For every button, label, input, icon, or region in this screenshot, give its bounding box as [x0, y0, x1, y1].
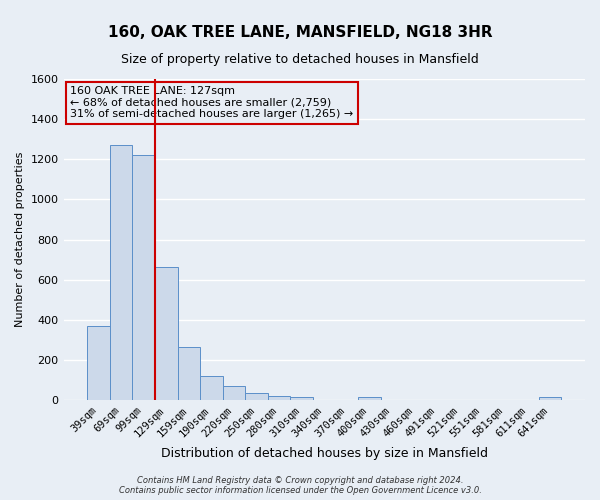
Bar	[268, 396, 290, 400]
Bar	[290, 397, 313, 400]
Bar	[223, 386, 245, 400]
Bar	[200, 376, 223, 400]
Bar	[539, 397, 561, 400]
Bar	[155, 266, 178, 400]
Text: 160, OAK TREE LANE, MANSFIELD, NG18 3HR: 160, OAK TREE LANE, MANSFIELD, NG18 3HR	[107, 25, 493, 40]
Text: Contains HM Land Registry data © Crown copyright and database right 2024.
Contai: Contains HM Land Registry data © Crown c…	[119, 476, 481, 495]
Bar	[133, 156, 155, 400]
Bar	[178, 347, 200, 400]
Text: 160 OAK TREE LANE: 127sqm
← 68% of detached houses are smaller (2,759)
31% of se: 160 OAK TREE LANE: 127sqm ← 68% of detac…	[70, 86, 354, 119]
Bar	[110, 146, 133, 400]
Y-axis label: Number of detached properties: Number of detached properties	[15, 152, 25, 328]
Text: Size of property relative to detached houses in Mansfield: Size of property relative to detached ho…	[121, 52, 479, 66]
Bar	[245, 393, 268, 400]
Bar	[358, 397, 381, 400]
Bar	[87, 326, 110, 400]
X-axis label: Distribution of detached houses by size in Mansfield: Distribution of detached houses by size …	[161, 447, 488, 460]
